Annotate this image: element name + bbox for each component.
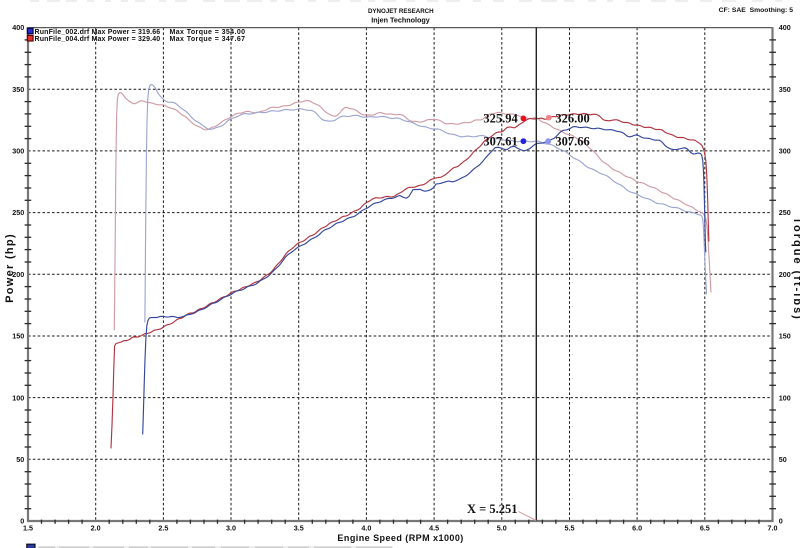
svg-text:400: 400 — [12, 23, 24, 32]
svg-text:Engine Speed (RPM x1000): Engine Speed (RPM x1000) — [337, 533, 463, 543]
svg-text:3.5: 3.5 — [294, 524, 304, 533]
svg-text:307.61: 307.61 — [483, 134, 517, 148]
svg-text:Power (hp): Power (hp) — [4, 233, 16, 303]
svg-text:200: 200 — [12, 270, 24, 279]
svg-text:325.94: 325.94 — [483, 112, 518, 126]
svg-text:250: 250 — [12, 208, 24, 217]
svg-text:350: 350 — [779, 85, 791, 94]
svg-text:2.5: 2.5 — [158, 524, 168, 533]
svg-text:Max Torque = 347.67: Max Torque = 347.67 — [170, 36, 246, 43]
svg-text:5.0: 5.0 — [497, 524, 507, 533]
svg-text:300: 300 — [779, 147, 791, 156]
svg-text:150: 150 — [12, 332, 24, 341]
svg-text:5.5: 5.5 — [564, 524, 574, 533]
svg-text:6.0: 6.0 — [632, 524, 642, 533]
svg-text:1.5: 1.5 — [23, 524, 33, 533]
svg-text:Torque (ft-lbs): Torque (ft-lbs) — [791, 217, 800, 321]
svg-text:200: 200 — [779, 270, 791, 279]
svg-text:6.5: 6.5 — [700, 524, 710, 533]
svg-text:400: 400 — [779, 23, 791, 32]
svg-text:100: 100 — [779, 393, 791, 402]
svg-text:0: 0 — [20, 517, 24, 526]
svg-text:DYNOJET RESEARCH: DYNOJET RESEARCH — [368, 8, 434, 15]
svg-text:307.66: 307.66 — [555, 134, 589, 148]
svg-text:150: 150 — [779, 332, 791, 341]
svg-text:CF: SAE Smoothing: 5: CF: SAE Smoothing: 5 — [719, 7, 794, 14]
svg-text:7.0: 7.0 — [768, 524, 778, 533]
svg-text:50: 50 — [16, 455, 24, 464]
svg-text:X = 5.251: X = 5.251 — [467, 502, 518, 516]
svg-text:50: 50 — [779, 455, 787, 464]
svg-text:Max Torque = 354.00: Max Torque = 354.00 — [170, 29, 246, 36]
svg-text:0: 0 — [779, 517, 783, 526]
svg-text:100: 100 — [12, 393, 24, 402]
svg-text:326.00: 326.00 — [555, 112, 589, 126]
svg-text:300: 300 — [12, 147, 24, 156]
svg-text:350: 350 — [12, 85, 24, 94]
svg-text:3.0: 3.0 — [226, 524, 236, 533]
svg-text:4.0: 4.0 — [361, 524, 371, 533]
svg-text:Injen Technology: Injen Technology — [371, 16, 430, 25]
svg-text:4.5: 4.5 — [429, 524, 439, 533]
svg-text:RunFile_002.drf Max Power = 31: RunFile_002.drf Max Power = 319.66 — [35, 29, 161, 36]
svg-text:250: 250 — [779, 208, 791, 217]
svg-text:2.0: 2.0 — [91, 524, 101, 533]
svg-text:RunFile_004.drf Max Power = 32: RunFile_004.drf Max Power = 329.40 — [35, 36, 161, 43]
